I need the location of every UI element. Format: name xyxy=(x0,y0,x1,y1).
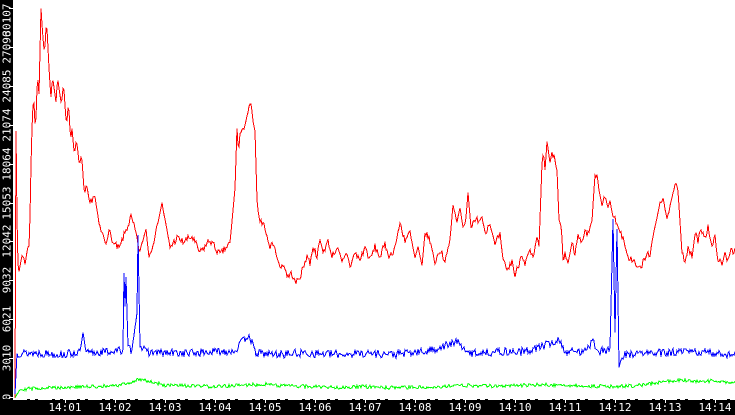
x-axis-tick xyxy=(365,399,366,403)
y-axis-tick xyxy=(9,86,13,87)
y-axis-tick xyxy=(9,397,13,398)
x-axis-tick xyxy=(515,399,516,403)
y-axis-tick xyxy=(9,203,13,204)
x-axis-tick xyxy=(565,399,566,403)
x-axis-baseline xyxy=(13,399,735,400)
x-axis-label: 14:02 xyxy=(98,401,132,414)
x-axis-label: 14:12 xyxy=(598,401,632,414)
x-axis-label: 14:01 xyxy=(48,401,82,414)
y-axis-tick xyxy=(9,241,13,242)
y-axis-tick xyxy=(9,47,13,48)
x-axis-tick xyxy=(615,399,616,403)
x-axis-tick xyxy=(715,399,716,403)
x-axis-label: 14:07 xyxy=(348,401,382,414)
x-axis-label: 14:05 xyxy=(248,401,282,414)
x-axis-label: 14:14 xyxy=(698,401,732,414)
x-axis-label: 14:08 xyxy=(398,401,432,414)
y-axis-tick xyxy=(9,319,13,320)
y-axis-tick xyxy=(9,164,13,165)
x-axis-strip xyxy=(0,399,735,415)
y-axis-strip: 0 3010 6021 9032 12042 15053 18064 21074 24085 27… xyxy=(0,0,14,415)
y-axis-tick xyxy=(9,280,13,281)
green-series-line xyxy=(14,377,735,398)
y-axis-tick xyxy=(9,358,13,359)
x-axis-label: 14:06 xyxy=(298,401,332,414)
x-axis-tick xyxy=(415,399,416,403)
x-axis-tick xyxy=(315,399,316,403)
x-axis-tick xyxy=(665,399,666,403)
x-axis-label: 14:11 xyxy=(548,401,582,414)
x-axis-label: 14:09 xyxy=(448,401,482,414)
blue-series-line xyxy=(14,219,735,394)
x-axis-tick xyxy=(215,399,216,403)
y-axis-tick xyxy=(9,125,13,126)
red-series-line xyxy=(14,8,735,399)
x-axis-label: 14:13 xyxy=(648,401,682,414)
x-axis-tick xyxy=(465,399,466,403)
y-axis-tick xyxy=(9,8,13,9)
x-axis-tick xyxy=(265,399,266,403)
x-axis-tick xyxy=(65,399,66,403)
x-axis-label: 14:03 xyxy=(148,401,182,414)
x-axis-label: 14:10 xyxy=(498,401,532,414)
x-axis-label: 14:04 xyxy=(198,401,232,414)
x-axis-tick xyxy=(115,399,116,403)
x-axis-tick xyxy=(165,399,166,403)
